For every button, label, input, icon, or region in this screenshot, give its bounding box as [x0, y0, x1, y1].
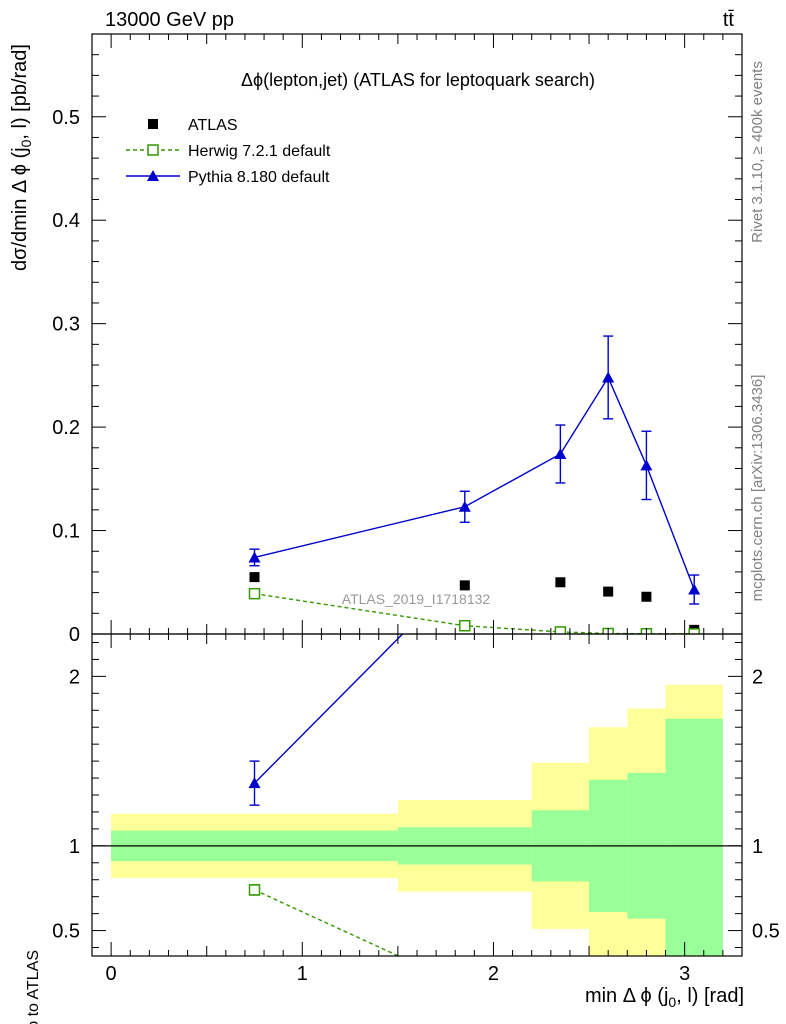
pythia-line [254, 375, 695, 590]
legend-atlas-label: ATLAS [188, 117, 238, 134]
ratio-data-layer [92, 565, 742, 992]
legend-pythia-marker [147, 170, 159, 181]
y-tick-label-ratio-right: 2 [752, 666, 763, 688]
pythia-ratio-point-0 [248, 777, 261, 789]
pythia-ratio-line [254, 634, 404, 784]
atlas-point-2 [555, 577, 566, 588]
y-tick-label-main: 0.2 [52, 417, 80, 439]
herwig-point-0 [248, 587, 261, 600]
herwig-point-1 [459, 619, 471, 632]
herwig-ratio-point-1 [460, 982, 470, 992]
herwig-ratio-point-0 [248, 884, 261, 896]
pythia-point-1 [458, 500, 471, 512]
pythia-ratio-point-1 [459, 565, 471, 576]
atlas-point-1 [459, 580, 470, 591]
pythia-point-5 [688, 583, 701, 595]
pythia-point-3 [602, 371, 615, 383]
axes: 0 1 2 3 0 0.1 0.2 0.3 0.4 0.5 0.5 0.5 1 1 2 2 [52, 33, 780, 985]
mcplots-side-label: mcplots.cern.ch [arXiv:1306.3436] [749, 375, 766, 602]
y-tick-label-ratio-right: 1 [752, 836, 763, 858]
atlas-point-3 [603, 586, 614, 597]
y-tick-label-ratio-left: 2 [69, 666, 80, 688]
y-tick-label-ratio-left: 0.5 [52, 921, 80, 943]
y-tick-label-ratio-right: 0.5 [752, 921, 780, 943]
legend-herwig-marker [147, 144, 159, 156]
x-tick-label: 0 [106, 963, 117, 985]
y-axis-title-main: dσ/dmin Δ ϕ (j0, l) [pb/rad] [9, 44, 34, 271]
pythia-point-2 [554, 448, 567, 459]
y-tick-label-ratio-left: 1 [69, 836, 80, 858]
legend: ATLAS Herwig 7.2.1 default Pythia 8.180 de… [126, 117, 331, 186]
x-tick-label: 1 [297, 963, 308, 985]
ratio-band-inner-5 [665, 718, 723, 956]
y-tick-label-main: 0.5 [52, 107, 80, 129]
atlas-point-4 [641, 591, 652, 602]
y-tick-label-main: 0.1 [52, 521, 80, 543]
herwig-point-2 [554, 626, 567, 634]
x-axis-title: min Δ ϕ (j0, l) [rad] [585, 985, 744, 1010]
header-left-label: 13000 GeV pp [105, 9, 234, 31]
y-tick-label-main: 0.3 [52, 314, 80, 336]
legend-herwig-label: Herwig 7.2.1 default [188, 143, 331, 160]
y-tick-label-main: 0.4 [52, 210, 80, 232]
rivet-side-label: Rivet 3.1.10, ≥ 400k events [749, 61, 766, 243]
y-axis-title-ratio: Ratio to ATLAS [25, 950, 42, 1024]
atlas-point-0 [249, 572, 260, 583]
legend-pythia-label: Pythia 8.180 default [188, 169, 330, 186]
pythia-point-0 [248, 551, 261, 563]
watermark-label: ATLAS_2019_I1718132 [342, 591, 491, 607]
x-tick-label: 3 [679, 963, 690, 985]
main-title: Δϕ(lepton,jet) (ATLAS for leptoquark sea… [241, 70, 595, 90]
pythia-point-4 [640, 459, 653, 471]
y-tick-label-main: 0 [69, 624, 80, 646]
herwig-ratio-line [254, 889, 401, 956]
legend-atlas-marker [148, 119, 158, 129]
header-right-label: tt̄ [723, 9, 735, 31]
x-tick-label: 2 [488, 963, 499, 985]
